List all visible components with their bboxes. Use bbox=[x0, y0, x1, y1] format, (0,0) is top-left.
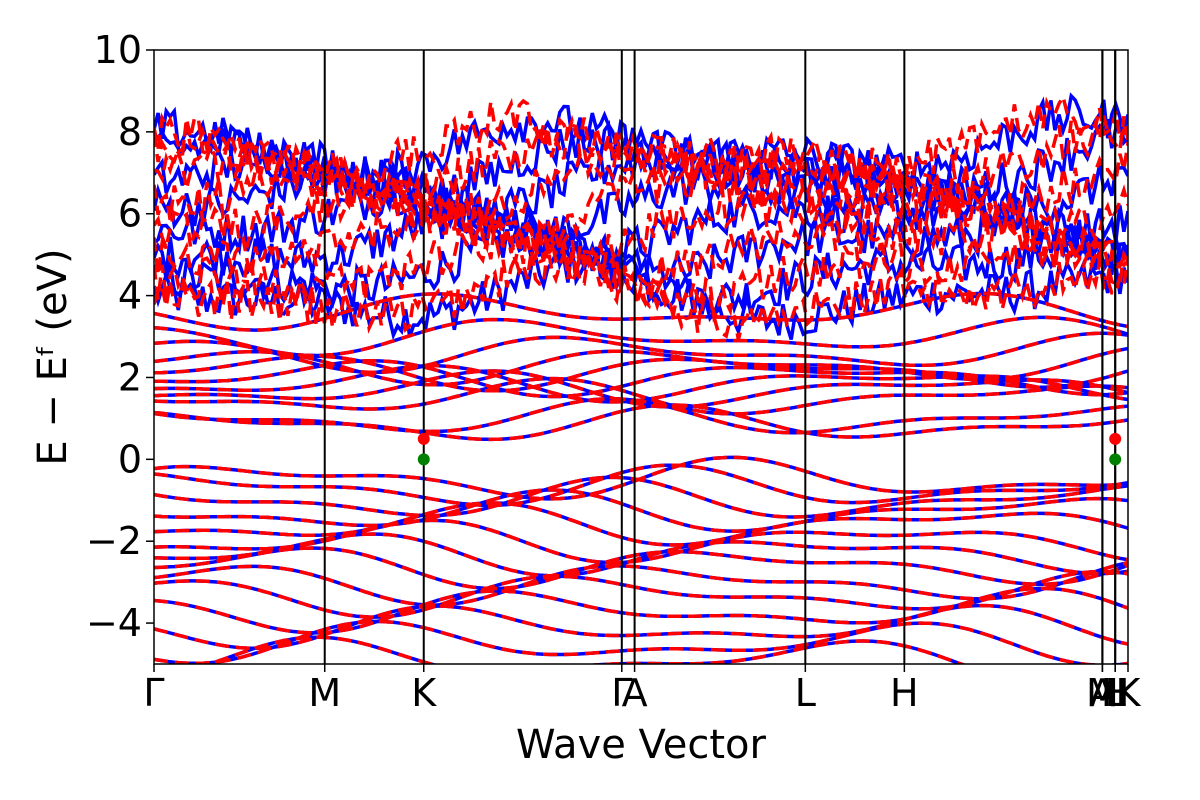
x-tick-label: A bbox=[622, 671, 648, 715]
spin-down-band-line bbox=[154, 359, 1128, 399]
y-tick-label: −4 bbox=[86, 601, 142, 645]
spin-up-band-line bbox=[154, 403, 1128, 442]
y-axis: −4 −2 0 2 4 6 8 10 bbox=[86, 28, 154, 645]
cbm-marker bbox=[1109, 432, 1122, 445]
x-tick-label: L bbox=[1105, 671, 1126, 715]
spin-down-band-line bbox=[154, 501, 1128, 547]
y-tick-label: 8 bbox=[118, 110, 142, 154]
plot-frame bbox=[153, 49, 1129, 665]
x-tick-label: K bbox=[411, 671, 437, 715]
y-axis-label: E − Eᶠ (eV) bbox=[30, 248, 76, 465]
spin-down-band-line bbox=[154, 488, 1128, 533]
y-tick-label: −2 bbox=[86, 519, 142, 563]
x-tick-label: K bbox=[1116, 671, 1142, 715]
spin-down-band-line bbox=[154, 546, 1128, 591]
vbm-marker bbox=[1109, 453, 1122, 466]
x-tick-label: L bbox=[795, 671, 816, 715]
x-tick-label: M bbox=[308, 671, 341, 715]
band-edge-markers bbox=[417, 432, 1122, 466]
y-tick-label: 2 bbox=[118, 355, 142, 399]
x-tick-label: H bbox=[1101, 671, 1130, 715]
spin-down-band-line bbox=[154, 115, 1128, 218]
spin-down-band-line bbox=[154, 369, 1128, 409]
spin-down-band-line bbox=[154, 219, 1128, 323]
spin-down-band-line bbox=[154, 586, 1128, 635]
spin-up-band-line bbox=[154, 586, 1128, 635]
spin-up-band-line bbox=[154, 92, 1128, 200]
spin-down-band-line bbox=[154, 532, 1128, 578]
spin-down-band-line bbox=[154, 376, 1128, 416]
spin-down-band-line bbox=[154, 245, 1128, 341]
spin-down-band-line bbox=[154, 196, 1128, 300]
vbm-marker bbox=[417, 453, 430, 466]
spin-down-band-line bbox=[154, 291, 1128, 332]
x-tick-label: Γ bbox=[611, 671, 632, 715]
spin-down-band-line bbox=[154, 403, 1128, 442]
spin-down-band-line bbox=[154, 315, 1128, 358]
spin-down-band-line bbox=[154, 463, 1128, 508]
y-tick-label: 10 bbox=[94, 28, 142, 72]
y-tick-label: 6 bbox=[118, 192, 142, 236]
x-tick-label: A bbox=[1089, 671, 1115, 715]
spin-down-band-line bbox=[154, 331, 1128, 375]
cbm-marker bbox=[417, 432, 430, 445]
spin-down-band-line bbox=[154, 518, 1128, 565]
spin-down-band-line bbox=[154, 151, 1128, 260]
spin-down-band-line bbox=[154, 346, 1128, 387]
spin-down-band-line bbox=[154, 475, 1128, 519]
x-tick-label: Γ bbox=[143, 671, 164, 715]
spin-down-band-line bbox=[154, 455, 1128, 501]
x-axis-label: Wave Vector bbox=[516, 722, 767, 768]
spin-down-band-line bbox=[154, 619, 1128, 664]
spin-up-band-line bbox=[154, 246, 1128, 341]
x-tick-label: H bbox=[890, 671, 919, 715]
x-tick-label: M bbox=[1086, 671, 1119, 715]
y-tick-label: 4 bbox=[118, 274, 142, 318]
spin-down-band-line bbox=[154, 603, 1128, 651]
y-tick-label: 0 bbox=[118, 437, 142, 481]
spin-down-band-line bbox=[154, 92, 1128, 197]
spin-down-band-line bbox=[154, 560, 1128, 607]
band-lines bbox=[154, 92, 1128, 664]
high-symmetry-lines bbox=[323, 50, 1117, 664]
